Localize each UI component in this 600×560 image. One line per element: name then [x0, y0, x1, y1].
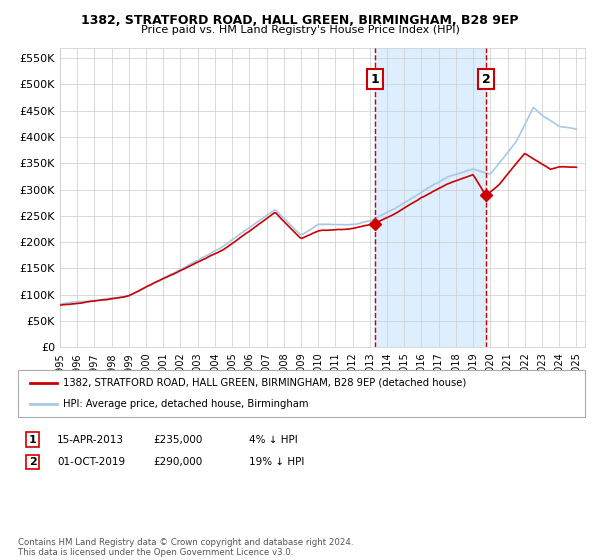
Text: Contains HM Land Registry data © Crown copyright and database right 2024.
This d: Contains HM Land Registry data © Crown c… — [18, 538, 353, 557]
Text: 19% ↓ HPI: 19% ↓ HPI — [249, 457, 304, 467]
Text: 1382, STRATFORD ROAD, HALL GREEN, BIRMINGHAM, B28 9EP (detached house): 1382, STRATFORD ROAD, HALL GREEN, BIRMIN… — [63, 378, 466, 388]
Text: 15-APR-2013: 15-APR-2013 — [57, 435, 124, 445]
Text: 1: 1 — [370, 73, 379, 86]
Text: 1: 1 — [29, 435, 37, 445]
Text: HPI: Average price, detached house, Birmingham: HPI: Average price, detached house, Birm… — [63, 399, 308, 409]
Text: 4% ↓ HPI: 4% ↓ HPI — [249, 435, 298, 445]
Text: £235,000: £235,000 — [153, 435, 202, 445]
Text: 01-OCT-2019: 01-OCT-2019 — [57, 457, 125, 467]
Text: 1382, STRATFORD ROAD, HALL GREEN, BIRMINGHAM, B28 9EP: 1382, STRATFORD ROAD, HALL GREEN, BIRMIN… — [81, 14, 519, 27]
Text: £290,000: £290,000 — [153, 457, 202, 467]
Bar — [375, 48, 486, 347]
Text: Price paid vs. HM Land Registry's House Price Index (HPI): Price paid vs. HM Land Registry's House … — [140, 25, 460, 35]
Text: 2: 2 — [29, 457, 37, 467]
Text: 2: 2 — [482, 73, 490, 86]
